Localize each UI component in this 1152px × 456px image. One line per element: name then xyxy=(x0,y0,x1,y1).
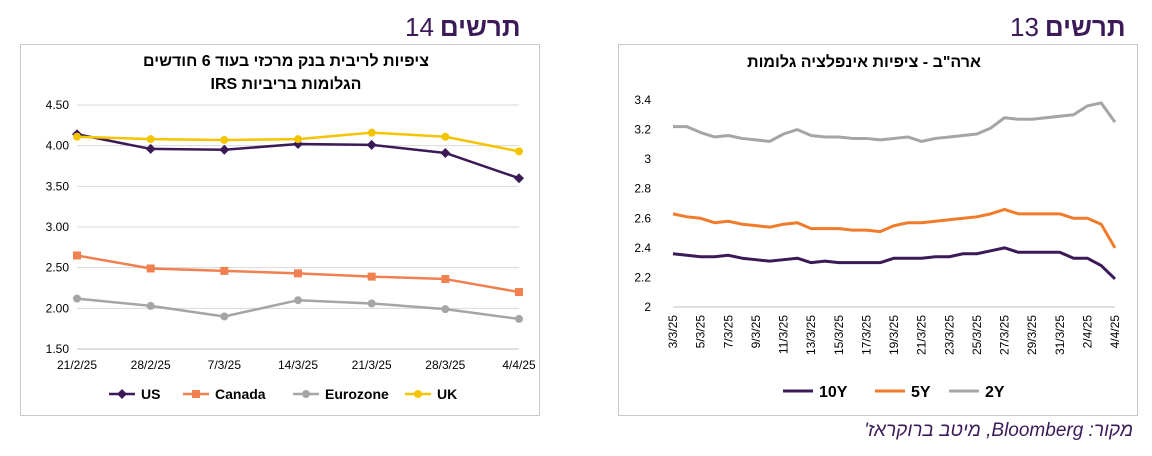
data-point-eurozone xyxy=(515,314,523,323)
y-tick-label: 2.8 xyxy=(634,182,651,196)
data-point-us xyxy=(219,144,230,155)
data-point-canada xyxy=(367,272,376,281)
y-tick-label: 2.2 xyxy=(634,270,651,284)
x-tick-label: 11/3/25 xyxy=(777,315,791,354)
x-tick-label: 2/4/25 xyxy=(1080,315,1094,349)
data-point-uk xyxy=(146,135,155,144)
legend-label-uk: UK xyxy=(437,386,457,402)
data-point-uk xyxy=(441,132,450,141)
x-tick-label: 5/3/25 xyxy=(694,315,708,349)
x-tick-label: 31/3/25 xyxy=(1053,315,1067,355)
data-point-eurozone xyxy=(220,312,229,321)
data-point-us xyxy=(440,147,451,158)
series-line-10y xyxy=(672,246,1117,280)
y-tick-label: 2.50 xyxy=(46,261,70,275)
data-point-uk xyxy=(294,135,302,144)
x-tick-label: 19/3/25 xyxy=(887,315,901,355)
x-tick-label: 17/3/25 xyxy=(859,315,873,355)
y-tick-label: 2 xyxy=(644,300,651,314)
y-tick-label: 3 xyxy=(644,152,651,166)
series-line-2y xyxy=(673,101,1117,143)
figure-14-label: תרשים xyxy=(439,12,521,42)
y-tick-label: 2.00 xyxy=(46,301,70,315)
figure-13-number: 13 xyxy=(1010,12,1039,42)
data-point-us xyxy=(514,173,524,184)
x-tick-label: 28/2/25 xyxy=(131,358,171,372)
data-point-canada xyxy=(146,264,155,273)
y-tick-label: 1.50 xyxy=(46,342,70,356)
figure-14-heading: תרשים14 xyxy=(405,12,521,43)
x-tick-label: 14/3/25 xyxy=(278,358,318,372)
legend-label-10y: 10Y xyxy=(819,384,848,401)
data-point-uk xyxy=(73,132,81,141)
cb-rate-expectations-chart-panel: ציפיות לריבית בנק מרכזי בעוד 6 חודשים הג… xyxy=(20,44,540,416)
data-point-eurozone xyxy=(367,299,376,308)
x-tick-label: 13/3/25 xyxy=(804,315,818,355)
figure-13-label: תרשים xyxy=(1044,12,1126,42)
data-point-eurozone xyxy=(73,294,81,303)
x-tick-label: 4/4/25 xyxy=(502,358,536,372)
y-tick-label: 4.50 xyxy=(46,98,70,112)
chart-title-line1: ציפיות לריבית בנק מרכזי בעוד 6 חודשים xyxy=(143,52,429,70)
y-tick-label: 3.2 xyxy=(634,123,651,137)
y-tick-label: 2.4 xyxy=(634,241,651,255)
x-tick-label: 21/3/25 xyxy=(352,358,392,372)
legend-label-eurozone: Eurozone xyxy=(325,386,389,402)
x-tick-label: 27/3/25 xyxy=(998,315,1012,355)
us-inflation-expectations-chart: ארה"ב - ציפיות אינפלציה גלומות 2 2.2 2.4 2.… xyxy=(634,53,1122,401)
data-point-canada xyxy=(441,275,450,284)
data-point-canada xyxy=(515,288,523,297)
y-tick-label: 3.50 xyxy=(46,179,70,193)
legend-marker-eurozone xyxy=(302,390,310,398)
y-tick-label: 3.00 xyxy=(46,220,70,234)
data-point-canada xyxy=(220,266,229,275)
legend-label-5y: 5Y xyxy=(911,384,931,401)
y-tick-label: 2.6 xyxy=(634,211,651,225)
y-tick-label: 3.4 xyxy=(634,93,651,107)
data-point-us xyxy=(366,139,377,150)
x-tick-label: 9/3/25 xyxy=(749,315,763,349)
chart-title-line2: הגלומות בריביות IRS xyxy=(211,75,362,93)
x-tick-label: 7/3/25 xyxy=(208,358,242,372)
legend-label-2y: 2Y xyxy=(985,384,1005,401)
y-tick-label: 4.00 xyxy=(46,139,70,153)
chart-title: ארה"ב - ציפיות אינפלציה גלומות xyxy=(747,53,981,71)
data-point-uk xyxy=(515,147,523,156)
series-line-5y xyxy=(672,207,1117,249)
x-tick-label: 23/3/25 xyxy=(942,315,956,355)
data-point-canada xyxy=(294,269,302,278)
cb-rate-expectations-chart: ציפיות לריבית בנק מרכזי בעוד 6 חודשים הג… xyxy=(46,52,536,402)
x-tick-label: 21/2/25 xyxy=(57,358,97,372)
x-tick-label: 28/3/25 xyxy=(425,358,465,372)
x-tick-label: 3/3/25 xyxy=(666,315,680,349)
data-point-us xyxy=(145,143,156,154)
legend-marker-us xyxy=(117,389,127,399)
data-point-uk xyxy=(220,135,229,144)
figure-13-heading: תרשים13 xyxy=(1010,12,1126,43)
x-tick-label: 29/3/25 xyxy=(1025,315,1039,355)
source-note: מקור: Bloomberg, מיטב ברוקראז' xyxy=(864,420,1133,441)
figure-14-number: 14 xyxy=(405,12,434,42)
x-tick-label: 15/3/25 xyxy=(832,315,846,355)
data-point-uk xyxy=(367,128,376,137)
legend-marker-canada xyxy=(192,390,200,398)
legend-marker-uk xyxy=(414,390,422,398)
legend-label-canada: Canada xyxy=(215,386,266,402)
x-tick-label: 4/4/25 xyxy=(1108,315,1122,349)
data-point-canada xyxy=(73,251,81,260)
x-tick-label: 21/3/25 xyxy=(915,315,929,355)
x-tick-label: 25/3/25 xyxy=(970,315,984,355)
legend-label-us: US xyxy=(141,386,160,402)
us-inflation-expectations-chart-panel: ארה"ב - ציפיות אינפלציה גלומות 2 2.2 2.4 2.… xyxy=(618,44,1138,416)
data-point-eurozone xyxy=(441,305,450,314)
data-point-eurozone xyxy=(146,301,155,310)
data-point-eurozone xyxy=(294,296,302,305)
x-tick-label: 7/3/25 xyxy=(721,315,735,349)
